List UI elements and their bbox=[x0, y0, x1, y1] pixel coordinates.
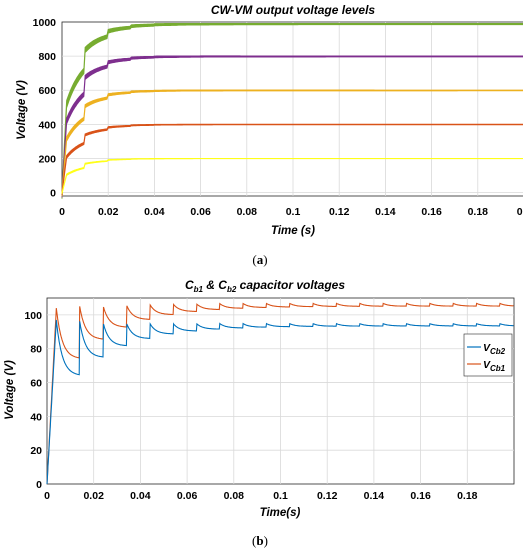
series-200v bbox=[61, 157, 523, 194]
x-tick-label: 0.02 bbox=[83, 490, 104, 502]
x-tick-label: 0.12 bbox=[317, 490, 338, 502]
chart-b-caption: (b) bbox=[252, 533, 268, 548]
x-tick-label: 0.06 bbox=[177, 490, 198, 502]
series-600v bbox=[61, 89, 523, 197]
x-tick-label: 0.04 bbox=[130, 490, 151, 502]
x-tick-label: 0.02 bbox=[98, 206, 119, 218]
x-tick-label: 0.12 bbox=[329, 206, 350, 218]
y-tick-label: 800 bbox=[38, 51, 56, 63]
x-tick-label: 0.14 bbox=[375, 206, 396, 218]
legend-box bbox=[463, 333, 513, 377]
series-800v bbox=[61, 55, 523, 198]
y-tick-label: 40 bbox=[30, 411, 42, 423]
y-tick-label: 1000 bbox=[33, 17, 57, 29]
series-band bbox=[61, 55, 523, 198]
chart-a-caption: (a) bbox=[252, 252, 267, 267]
x-tick-label: 0.08 bbox=[237, 206, 258, 218]
x-tick-label: 0.06 bbox=[190, 206, 211, 218]
y-tick-label: 100 bbox=[24, 310, 42, 322]
y-tick-label: 0 bbox=[36, 479, 42, 491]
series-band bbox=[61, 22, 523, 199]
chart-b-caption-letter: b bbox=[256, 533, 263, 548]
chart-b-legend: VCb2 VCb1 bbox=[463, 333, 513, 377]
chart-b-series bbox=[46, 302, 514, 485]
x-tick-label: 0.04 bbox=[144, 206, 165, 218]
chart-b-title: Cb1 & Cb2 capacitor voltages bbox=[185, 278, 345, 294]
x-tick-label: 0.1 bbox=[286, 206, 301, 218]
y-tick-label: 200 bbox=[38, 153, 56, 165]
chart-a-plot-area bbox=[61, 21, 523, 197]
series-400v bbox=[61, 123, 523, 196]
chart-a-xlabel: Time (s) bbox=[271, 225, 315, 237]
chart-b-xlabel: Time(s) bbox=[260, 507, 301, 519]
series-cb1 bbox=[46, 302, 514, 485]
x-tick-label: 0 bbox=[44, 490, 50, 502]
x-tick-label: 0.2 bbox=[517, 206, 523, 218]
y-tick-label: 600 bbox=[38, 85, 56, 97]
series-cb2 bbox=[46, 319, 514, 485]
chart-b-grid bbox=[47, 298, 514, 484]
legend-label-cb2: VCb2 bbox=[483, 342, 506, 356]
series-990v bbox=[61, 22, 523, 199]
series-band bbox=[61, 123, 523, 196]
x-tick-label: 0.18 bbox=[457, 490, 478, 502]
x-tick-label: 0.08 bbox=[224, 490, 245, 502]
x-tick-label: 0 bbox=[59, 206, 65, 218]
y-tick-label: 400 bbox=[38, 119, 56, 131]
series-band bbox=[61, 89, 523, 197]
chart-b-ticks: 0 0.02 0.04 0.06 0.08 0.1 0.12 0.14 0.16 0.18 0 20 4… bbox=[24, 310, 477, 502]
y-tick-label: 0 bbox=[50, 188, 56, 200]
chart-b: Cb1 & Cb2 capacitor voltages 0 0.02 0.04 0.… bbox=[4, 278, 515, 548]
series-band bbox=[61, 157, 523, 194]
legend-label-cb1: VCb1 bbox=[483, 359, 506, 373]
x-tick-label: 0.18 bbox=[468, 206, 489, 218]
chart-a-ticks: 0 0.02 0.04 0.06 0.08 0.1 0.12 0.14 0.16 0.18 0.2 0… bbox=[33, 17, 523, 218]
y-tick-label: 60 bbox=[30, 378, 42, 390]
x-tick-label: 0.16 bbox=[410, 490, 431, 502]
x-tick-label: 0.14 bbox=[364, 490, 385, 502]
chart-a-caption-letter: a bbox=[257, 252, 264, 267]
chart-a-title: CW-VM output voltage levels bbox=[211, 3, 376, 17]
x-tick-label: 0.1 bbox=[273, 490, 288, 502]
chart-a-series bbox=[61, 22, 523, 199]
x-tick-label: 0.16 bbox=[421, 206, 442, 218]
chart-a: CW-VM output voltage levels 0 0.02 0.04 0.0… bbox=[16, 3, 523, 267]
chart-a-ylabel: Voltage (V) bbox=[16, 80, 28, 140]
y-tick-label: 20 bbox=[30, 445, 42, 457]
chart-b-ylabel: Voltage (V) bbox=[4, 360, 16, 420]
y-tick-label: 80 bbox=[30, 344, 42, 356]
